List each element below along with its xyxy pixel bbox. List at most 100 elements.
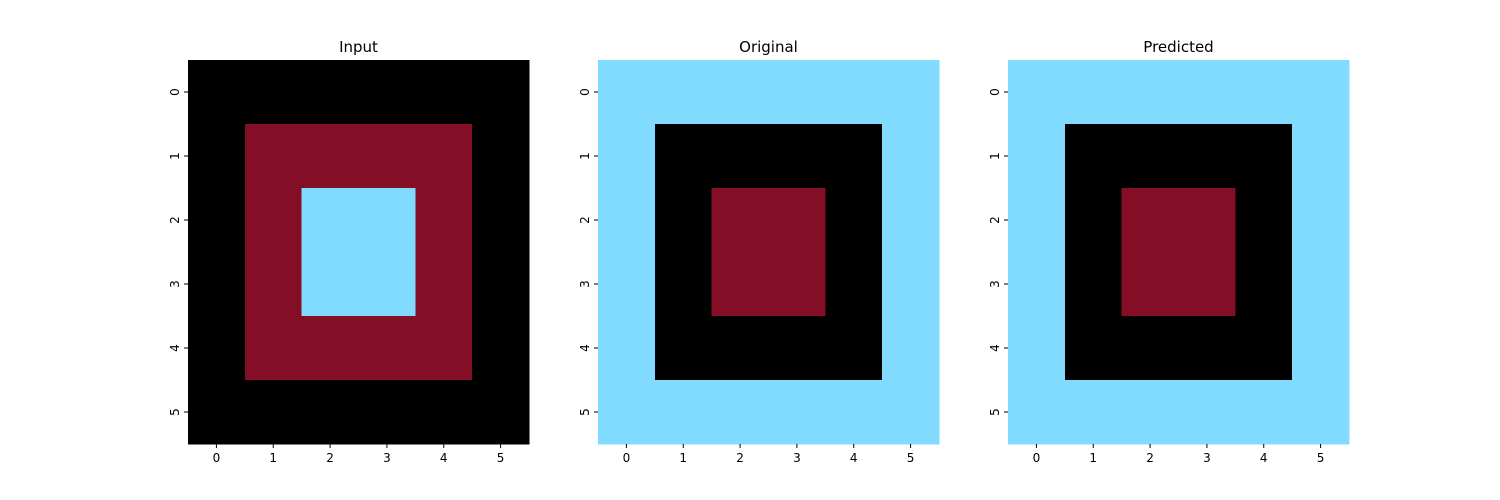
heatmap-cell (1235, 188, 1293, 253)
heatmap-cell (1178, 124, 1236, 189)
heatmap-cell (825, 60, 883, 125)
heatmap-cell (711, 60, 770, 125)
x-tick-label: 2 (1146, 451, 1154, 465)
heatmap-cell (472, 124, 530, 189)
heatmap-cell (188, 316, 246, 381)
y-tick-label: 2 (988, 216, 1002, 224)
heatmap-cell (301, 124, 360, 189)
heatmap-cell (1064, 380, 1123, 445)
heatmap-cell (1292, 252, 1350, 317)
x-tick-label: 5 (907, 451, 915, 465)
heatmap-cell (1292, 188, 1350, 253)
x-tick-label: 5 (1317, 451, 1325, 465)
heatmap-cell (415, 316, 473, 381)
heatmap-cell (301, 252, 360, 317)
heatmap-cell (768, 124, 826, 189)
heatmap-cell (244, 124, 303, 189)
heatmap-cell (598, 124, 656, 189)
heatmap-cell (825, 188, 883, 253)
heatmap-cell (188, 124, 246, 189)
x-tick-label: 1 (679, 451, 687, 465)
y-tick-label: 5 (168, 408, 182, 416)
y-tick-label: 5 (988, 408, 1002, 416)
x-tick-label: 0 (623, 451, 631, 465)
heatmap-cell (1008, 188, 1066, 253)
heatmap-cell (244, 316, 303, 381)
y-tick-label: 5 (578, 408, 592, 416)
heatmap-cell (358, 380, 416, 445)
y-tick-label: 4 (168, 344, 182, 352)
x-tick-label: 4 (850, 451, 858, 465)
heatmap-cell (188, 252, 246, 317)
heatmap-cell (825, 252, 883, 317)
heatmap-cell (1064, 316, 1123, 381)
x-tick-label: 1 (269, 451, 277, 465)
heatmap-cell (1008, 124, 1066, 189)
y-tick-label: 0 (578, 88, 592, 96)
heatmap-cell (358, 60, 416, 125)
panel-title: Input (339, 38, 378, 56)
y-tick-label: 2 (168, 216, 182, 224)
y-tick-label: 0 (988, 88, 1002, 96)
heatmap-cell (301, 380, 360, 445)
heatmap-cell (654, 316, 713, 381)
heatmap-cell (598, 188, 656, 253)
heatmap-cell (188, 380, 246, 445)
heatmap-cell (882, 60, 940, 125)
heatmap-cell (882, 124, 940, 189)
heatmap-cell (711, 316, 770, 381)
heatmap-cell (415, 380, 473, 445)
heatmap-cell (1178, 316, 1236, 381)
heatmap-cell (598, 316, 656, 381)
heatmap-cell (1121, 188, 1180, 253)
heatmap-cell (1008, 60, 1066, 125)
x-tick-label: 3 (793, 451, 801, 465)
y-tick-label: 1 (988, 152, 1002, 160)
x-tick-label: 0 (1033, 451, 1041, 465)
x-tick-label: 0 (213, 451, 221, 465)
heatmap-cell (825, 124, 883, 189)
heatmap-cell (768, 316, 826, 381)
heatmap-cell (1008, 380, 1066, 445)
heatmap-cell (301, 188, 360, 253)
heatmap-cell (188, 188, 246, 253)
heatmap-cell (1121, 316, 1180, 381)
heatmap-cell (1178, 188, 1236, 253)
heatmap-cell (358, 252, 416, 317)
x-tick-label: 3 (383, 451, 391, 465)
heatmap-cell (301, 316, 360, 381)
heatmap-cell (358, 316, 416, 381)
heatmap-cell (882, 188, 940, 253)
heatmap-panel-0: Input 0 1 2 3 4 5 0 1 2 3 4 5 (168, 38, 530, 465)
heatmap-cell (1235, 380, 1293, 445)
y-tick-label: 4 (988, 344, 1002, 352)
heatmap-cell (654, 380, 713, 445)
y-tick-label: 3 (578, 280, 592, 288)
heatmap-cell (301, 60, 360, 125)
heatmap-cell (1008, 252, 1066, 317)
heatmap-cell (472, 188, 530, 253)
heatmap-cell (711, 380, 770, 445)
y-tick-label: 1 (168, 152, 182, 160)
y-tick-label: 3 (988, 280, 1002, 288)
y-tick-label: 2 (578, 216, 592, 224)
heatmap-cell (711, 124, 770, 189)
heatmap-cell (1121, 60, 1180, 125)
heatmap-panel-1: Original 0 1 2 3 4 5 0 1 2 3 4 5 (578, 38, 940, 465)
panel-title: Original (739, 38, 798, 56)
heatmap-cell (1292, 60, 1350, 125)
heatmap-cell (472, 60, 530, 125)
heatmap-cell (1235, 124, 1293, 189)
heatmap-cell (1235, 252, 1293, 317)
heatmap-cell (415, 60, 473, 125)
heatmap-cell (654, 252, 713, 317)
heatmap-cell (1121, 124, 1180, 189)
x-tick-label: 5 (497, 451, 505, 465)
heatmap-cell (358, 188, 416, 253)
heatmap-cell (244, 60, 303, 125)
heatmap-cell (654, 124, 713, 189)
heatmap-cell (472, 252, 530, 317)
heatmap-cell (1235, 316, 1293, 381)
heatmap-cell (768, 252, 826, 317)
